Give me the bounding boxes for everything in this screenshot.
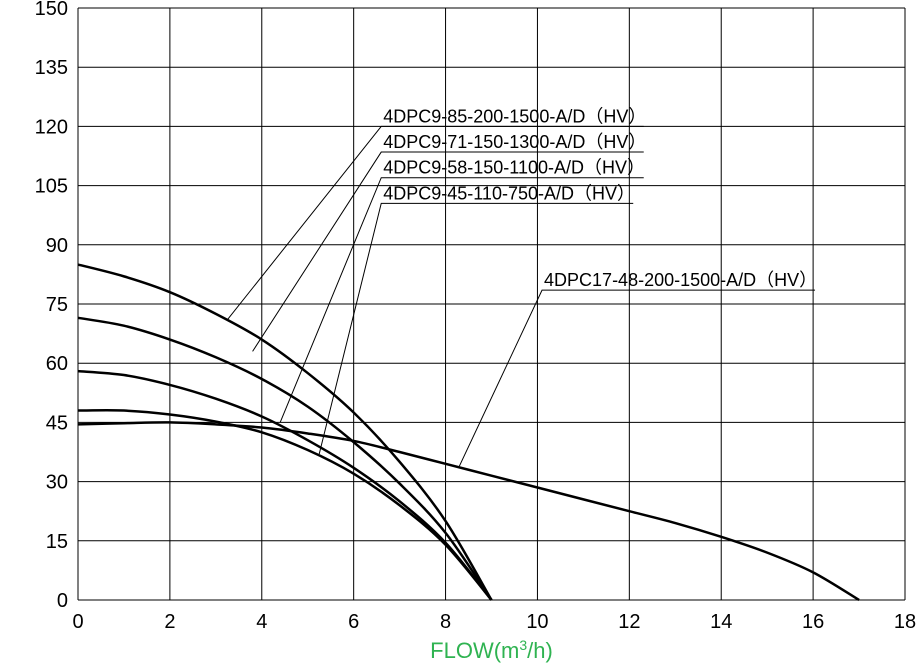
leader-2 <box>280 178 644 423</box>
ytick-label: 135 <box>35 57 68 79</box>
leader-1 <box>253 152 644 351</box>
xtick-label: 6 <box>348 611 359 633</box>
ytick-label: 30 <box>46 472 68 494</box>
leader-3 <box>319 203 633 454</box>
series-label-3: 4DPC9-45-110-750-A/D（HV） <box>383 183 635 203</box>
xtick-label: 10 <box>526 611 548 633</box>
xtick-label: 4 <box>256 611 267 633</box>
ytick-label: 60 <box>46 353 68 375</box>
ytick-label: 105 <box>35 176 68 198</box>
ytick-label: 0 <box>57 590 68 612</box>
xtick-label: 12 <box>618 611 640 633</box>
series-label-2: 4DPC9-58-150-1100-A/D（HV） <box>383 158 645 178</box>
ytick-label: 15 <box>46 531 68 553</box>
curve-3 <box>78 410 492 600</box>
xtick-label: 0 <box>72 611 83 633</box>
series-label-4: 4DPC17-48-200-1500-A/D（HV） <box>544 270 817 290</box>
xtick-label: 14 <box>710 611 732 633</box>
curve-2 <box>78 371 492 600</box>
ytick-label: 150 <box>35 0 68 20</box>
pump-curve-chart: 4DPC9-85-200-1500-A/D（HV） 4DPC9-71-150-13… <box>0 0 918 672</box>
x-axis-label: FLOW(m3/h) <box>430 637 553 663</box>
chart-svg: 4DPC9-85-200-1500-A/D（HV） 4DPC9-71-150-13… <box>0 0 918 672</box>
leader-0 <box>227 126 643 319</box>
xtick-label: 16 <box>802 611 824 633</box>
xtick-label: 8 <box>440 611 451 633</box>
xtick-label: 18 <box>894 611 916 633</box>
leader-4 <box>459 290 815 466</box>
series-label-1: 4DPC9-71-150-1300-A/D（HV） <box>383 132 646 152</box>
ytick-label: 90 <box>46 235 68 257</box>
series-label-0: 4DPC9-85-200-1500-A/D（HV） <box>383 106 646 126</box>
ytick-label: 120 <box>35 116 68 138</box>
ytick-label: 75 <box>46 294 68 316</box>
xtick-label: 2 <box>164 611 175 633</box>
curve-4 <box>78 422 859 600</box>
ytick-label: 45 <box>46 412 68 434</box>
curve-0 <box>78 265 492 600</box>
